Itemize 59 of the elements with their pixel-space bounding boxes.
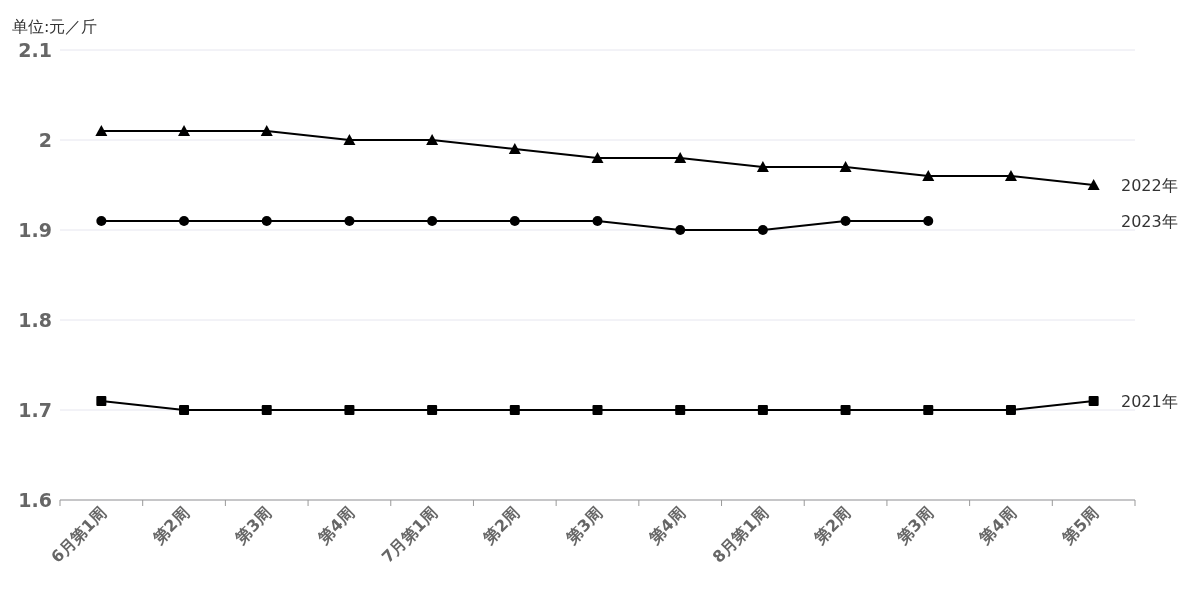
point — [178, 125, 191, 136]
x-tick-label: 第5周 — [1057, 503, 1103, 549]
point — [343, 134, 356, 145]
text: 2023年 — [1121, 212, 1178, 231]
y-tick-label: 1.6 — [18, 489, 52, 511]
point — [509, 405, 520, 415]
x-tick-label: 第3周 — [230, 503, 276, 549]
point — [1088, 396, 1099, 406]
point — [344, 216, 355, 226]
point — [509, 216, 520, 226]
point — [179, 216, 190, 226]
x-tick-label: 第2周 — [809, 503, 855, 549]
point — [756, 161, 769, 172]
point — [427, 216, 438, 226]
point — [923, 405, 934, 415]
y-axis-title: 单位:元／斤 — [12, 17, 98, 36]
point — [840, 216, 851, 226]
point — [592, 216, 603, 226]
point — [1004, 170, 1017, 181]
point — [592, 405, 603, 415]
y-tick-label: 1.7 — [18, 399, 52, 421]
series-label: 2021年 — [1121, 392, 1178, 411]
x-tick-label: 第3周 — [561, 503, 607, 549]
point — [261, 405, 272, 415]
x-tick-label: 8月第1周 — [708, 503, 772, 567]
point — [344, 405, 355, 415]
x-tick-label: 第4周 — [975, 503, 1020, 549]
x-tick-label: 7月第1周 — [377, 503, 441, 567]
y-tick-label: 2.1 — [18, 39, 52, 61]
series-label: 2022年 — [1121, 176, 1178, 195]
point — [591, 152, 604, 163]
point — [260, 125, 273, 136]
y-tick-label: 1.9 — [18, 219, 52, 241]
point — [426, 134, 439, 145]
point — [674, 152, 687, 163]
point — [757, 405, 768, 415]
point — [757, 225, 768, 235]
x-tick-label: 第4周 — [644, 503, 690, 549]
point — [922, 170, 935, 181]
x-tick-label: 第4周 — [313, 503, 359, 549]
point — [96, 396, 107, 406]
point — [427, 405, 438, 415]
point — [96, 216, 107, 226]
x-tick-label: 第3周 — [892, 503, 938, 549]
x-tick-label: 第2周 — [148, 503, 193, 549]
point — [923, 216, 934, 226]
point — [95, 125, 108, 136]
point — [675, 405, 686, 415]
point — [839, 161, 852, 172]
x-tick-label: 第2周 — [478, 503, 524, 549]
point — [1087, 179, 1100, 190]
point — [508, 143, 521, 154]
point — [261, 216, 272, 226]
y-tick-label: 1.8 — [18, 309, 52, 331]
point — [675, 225, 686, 235]
point — [1005, 405, 1016, 415]
point — [179, 405, 190, 415]
point — [840, 405, 851, 415]
y-tick-label: 2 — [38, 129, 52, 151]
